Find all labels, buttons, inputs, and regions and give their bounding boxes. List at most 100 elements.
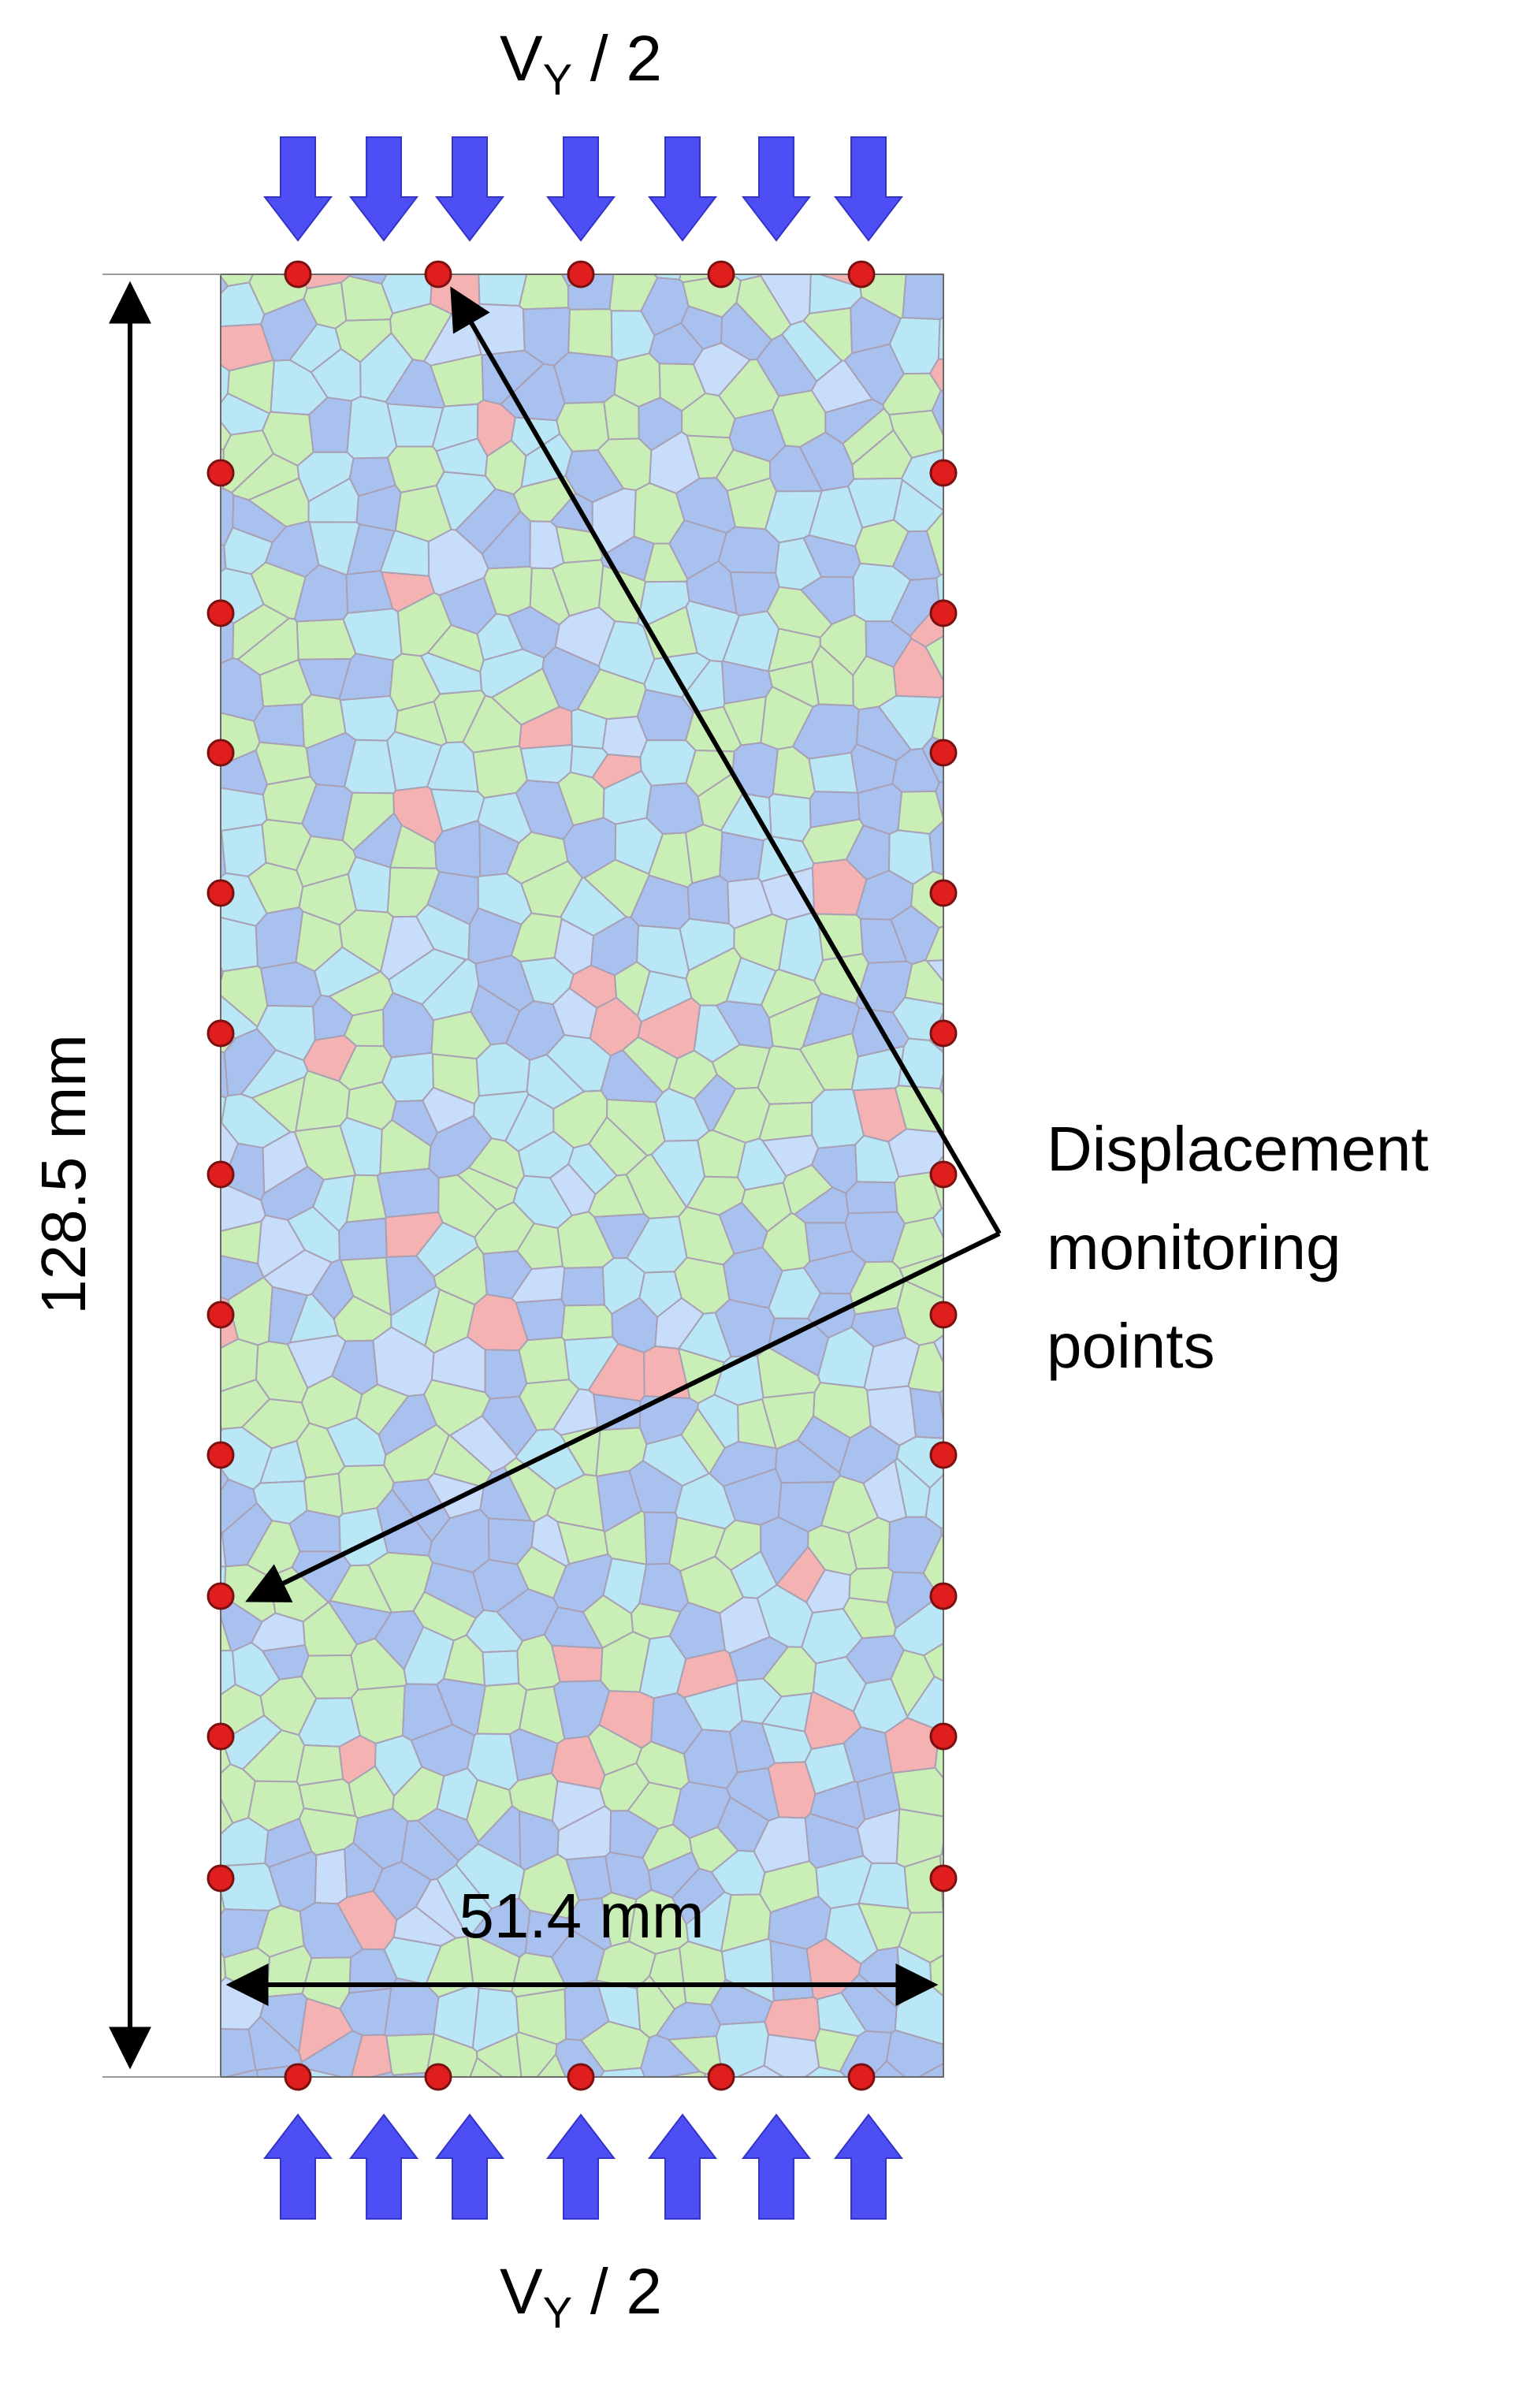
bottom-load-arrows <box>262 2113 904 2220</box>
grain-cell <box>917 2062 943 2077</box>
grain-cell <box>555 2038 605 2077</box>
grain-cell <box>928 358 943 393</box>
grain-cell <box>735 2064 785 2077</box>
grain-cell <box>350 1684 406 1745</box>
grain-cell <box>221 487 235 548</box>
monitoring-point <box>206 1722 235 1751</box>
grain-cell <box>939 1070 943 1096</box>
grain-cell <box>948 1584 1099 1658</box>
grain-cell <box>60 747 217 787</box>
grain-cell <box>931 389 943 437</box>
grain-cell <box>347 855 392 914</box>
grain-cell <box>368 2071 395 2077</box>
top-load-label: VY / 2 <box>500 23 662 104</box>
grain-cell <box>939 1389 943 1427</box>
grain-cell <box>957 1651 1106 1749</box>
grain-cell <box>816 913 864 962</box>
monitoring-point <box>206 459 235 487</box>
monitoring-point <box>929 879 958 907</box>
grain-cell <box>221 1530 227 1568</box>
monitoring-point <box>707 2063 735 2091</box>
grain-cell <box>221 448 225 489</box>
grain-cell <box>221 1738 232 1775</box>
arrow-up-icon <box>434 2113 505 2220</box>
grain-cell <box>944 494 1102 582</box>
grain-cell <box>221 964 224 972</box>
arrow-up-icon <box>833 2113 904 2220</box>
grain-cell <box>65 275 217 407</box>
callout: Displacement monitoring points <box>245 286 1429 1602</box>
arrow-up-icon <box>348 2113 419 2220</box>
grain-cell <box>221 970 225 984</box>
monitoring-point <box>284 2063 312 2091</box>
grain-cell <box>65 1327 218 1410</box>
height-dimension: 128.5 mm <box>28 274 221 2078</box>
grain-cell <box>78 113 281 265</box>
grain-cell <box>469 2056 504 2077</box>
arrow-up-icon <box>545 2113 616 2220</box>
monitoring-point <box>424 260 452 288</box>
grain-cell <box>482 1650 520 1687</box>
grain-cell <box>57 1442 217 1524</box>
grain-cell <box>221 364 230 404</box>
grain-cell <box>945 1747 1103 1819</box>
grain-cell <box>685 824 724 884</box>
monitoring-point <box>929 1019 958 1048</box>
arrow-up-icon <box>741 2113 812 2220</box>
grain-cell <box>953 826 1103 966</box>
grain-cell <box>57 2011 216 2127</box>
grain-cell <box>937 316 943 361</box>
grain-cell <box>848 1566 895 1604</box>
callout-line-3: points <box>1047 1311 1215 1381</box>
monitoring-point <box>929 1441 958 1469</box>
grain-cell <box>253 703 305 747</box>
grain-cell <box>808 751 859 794</box>
arrow-down-icon <box>348 136 419 242</box>
grain-cell <box>57 850 213 962</box>
arrow-down-icon <box>434 136 505 242</box>
monitoring-point <box>206 739 235 767</box>
grain-cell <box>552 352 619 404</box>
monitoring-point <box>206 1582 235 1610</box>
grain-cell <box>764 1996 821 2042</box>
monitoring-point <box>929 739 958 767</box>
grain-cell <box>58 702 213 756</box>
bottom-load-label: VY / 2 <box>500 2256 662 2337</box>
monitoring-point <box>284 260 312 288</box>
grain-cell <box>940 1526 943 1539</box>
grain-cell <box>928 820 943 876</box>
grain-cell <box>348 274 388 285</box>
monitoring-point <box>929 1582 958 1610</box>
arrow-down-icon <box>262 136 333 242</box>
monitoring-point <box>206 1441 235 1469</box>
grain-cell <box>221 916 259 973</box>
grain-cell <box>376 1167 440 1219</box>
grain-cell <box>221 1565 227 1605</box>
grain-cell <box>924 959 943 983</box>
grain-cell <box>59 1638 213 1756</box>
grain-cell <box>941 274 943 279</box>
grain-cell <box>550 1644 604 1683</box>
top-load-arrows <box>262 136 904 242</box>
grain-cell <box>719 831 764 883</box>
grain-cell <box>932 1207 943 1239</box>
grain-cell <box>314 1848 348 1905</box>
grain-cell <box>221 829 227 879</box>
monitoring-point <box>424 2063 452 2091</box>
grain-cell <box>870 2060 906 2077</box>
monitoring-point <box>847 2063 876 2091</box>
grain-cell <box>941 1837 943 1856</box>
arrow-down-icon <box>647 136 718 242</box>
grain-cell <box>942 2042 943 2064</box>
grain-cell <box>804 2066 847 2077</box>
grain-cell <box>560 1304 614 1342</box>
grain-cell <box>221 1886 225 1916</box>
grain-cell <box>948 213 1107 367</box>
grain-cell <box>221 1424 223 1435</box>
grain-cell <box>67 1993 218 2045</box>
monitoring-point <box>707 260 735 288</box>
grain-cell <box>221 1613 232 1652</box>
grain-cell <box>221 275 229 295</box>
grain-cell <box>922 1533 943 1599</box>
grain-cell <box>60 1899 218 1978</box>
